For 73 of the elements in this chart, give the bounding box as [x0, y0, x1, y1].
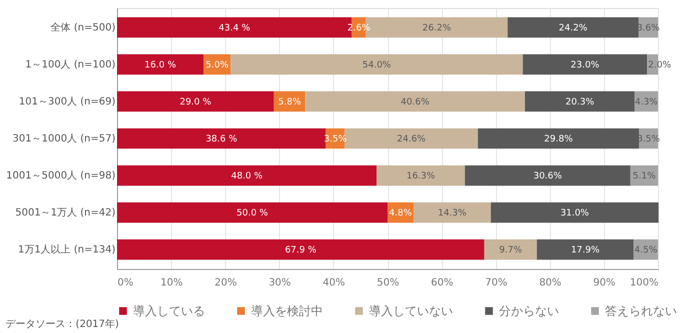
data-label: 26.2%	[422, 23, 452, 34]
x-tick-label: 40%	[322, 278, 346, 288]
data-label: 14.3%	[438, 208, 467, 219]
bar	[508, 17, 639, 38]
bar	[117, 239, 484, 260]
bar	[464, 165, 630, 186]
x-tick-label: 50%	[376, 278, 400, 288]
bar	[230, 54, 523, 75]
x-tick-label: 90%	[593, 278, 616, 288]
data-label: 4.8%	[389, 208, 412, 219]
bar	[413, 202, 491, 223]
y-tick-label: 301～1000人 (n=57)	[12, 134, 116, 144]
data-label: 50.0 %	[236, 208, 268, 219]
y-tick-label: 5001～1万人 (n=42)	[15, 208, 116, 219]
bar	[117, 54, 204, 75]
data-label: 4.5%	[634, 246, 658, 256]
data-label: 5.8%	[278, 97, 302, 108]
data-label: 5.1%	[632, 172, 656, 182]
x-tick-label: 80%	[539, 278, 562, 288]
legend-label: 導入している	[133, 304, 205, 318]
bar	[484, 239, 537, 260]
data-label: 54.0%	[362, 60, 392, 70]
data-label: 24.2%	[558, 23, 588, 34]
data-label: 17.9%	[570, 246, 600, 256]
data-label: 24.6%	[397, 134, 426, 144]
data-label: 16.0 %	[144, 60, 176, 70]
data-label: 4.3%	[634, 97, 658, 108]
data-label: 2.6%	[347, 23, 371, 34]
data-label: 23.0%	[570, 60, 600, 70]
data-label: 20.3%	[566, 97, 595, 108]
text: データソース：(2017年)	[6, 318, 120, 330]
bar	[536, 239, 634, 260]
legend-label: 導入を検討中	[251, 304, 323, 318]
y-tick-label: 1万1人以上 (n=134)	[18, 244, 116, 256]
data-label: 40.6%	[400, 97, 430, 108]
data-label: 9.7%	[499, 246, 522, 256]
data-label: 38.6 %	[206, 134, 238, 144]
bar	[344, 128, 478, 149]
x-tick-label: 70%	[485, 278, 508, 288]
data-label: 48.0 %	[231, 172, 264, 182]
bar	[117, 91, 274, 112]
x-tick-label: 60%	[430, 278, 454, 288]
legend-label: 分からない	[499, 304, 559, 318]
bar	[478, 128, 640, 149]
data-label: 29.0 %	[180, 97, 212, 108]
y-tick-label: 1001～5000人 (n=98)	[6, 170, 116, 182]
x-tick-label: 100%	[630, 278, 658, 288]
data-label: 16.3%	[406, 172, 436, 182]
bar	[376, 165, 465, 186]
legend-label: 導入していない	[369, 304, 453, 318]
bar	[524, 91, 635, 112]
legend-label: 答えられない	[605, 304, 677, 318]
data-label: 5.0%	[206, 60, 229, 70]
bar	[117, 202, 388, 223]
bar	[490, 202, 659, 223]
data-label: 31.0%	[560, 208, 590, 219]
x-tick-label: 0%	[118, 278, 134, 288]
x-tick-label: 30%	[268, 278, 291, 288]
x-tick-label: 10%	[160, 278, 183, 288]
y-tick-label: 101～300人 (n=69)	[18, 96, 116, 108]
bar	[305, 91, 525, 112]
data-label: 43.4 %	[218, 23, 251, 34]
bar	[117, 128, 326, 149]
x-tick-label: 20%	[214, 278, 237, 288]
data-label: 2.0%	[648, 60, 672, 70]
data-label: 29.8%	[544, 134, 574, 144]
bar	[117, 165, 377, 186]
y-tick-label: 全体 (n=500)	[50, 21, 116, 34]
data-label: 3.5%	[324, 134, 348, 144]
y-tick-label: 1～100人 (n=100)	[25, 59, 116, 70]
data-label: 30.6%	[533, 172, 562, 182]
bar	[522, 54, 648, 75]
data-label: 67.9 %	[284, 246, 317, 256]
